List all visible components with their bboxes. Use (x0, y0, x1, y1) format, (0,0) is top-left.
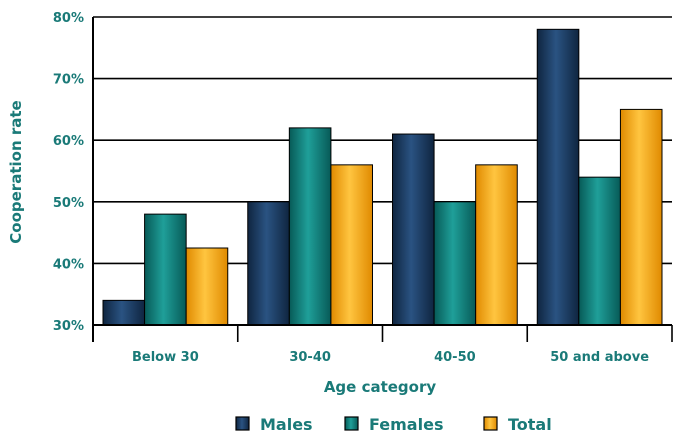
bar-males-3 (536, 28, 580, 326)
bar-total-0 (185, 247, 229, 326)
x-tick-label: 40-50 (434, 350, 476, 365)
bar-males-2 (392, 133, 435, 326)
bar-females-2 (433, 201, 477, 326)
bar-males-1 (247, 201, 290, 326)
legend-swatch-females (344, 416, 359, 431)
bar-females-0 (144, 213, 187, 326)
legend-label-total: Total (508, 415, 552, 434)
y-tick-label: 70% (53, 73, 84, 88)
bar-total-2 (475, 164, 518, 326)
legend-swatch-males (235, 416, 250, 431)
y-tick-label: 60% (53, 134, 84, 149)
x-tick-label: 50 and above (550, 350, 649, 365)
y-axis-title: Cooperation rate (7, 100, 25, 243)
x-tick-labels: Below 30 30-40 40-50 50 and above (132, 350, 649, 365)
legend: Males Females Total (235, 415, 552, 434)
x-tick-label: Below 30 (132, 350, 199, 365)
x-axis-title: Age category (324, 378, 437, 396)
bar-total-3 (619, 108, 663, 326)
bar-females-3 (578, 176, 621, 326)
axes (92, 17, 673, 342)
y-tick-label: 80% (53, 11, 84, 26)
bars (102, 28, 663, 326)
bar-total-1 (330, 164, 373, 326)
legend-swatch-total (483, 416, 498, 431)
y-tick-labels: 30% 40% 50% 60% 70% 80% (53, 11, 84, 334)
y-tick-label: 40% (53, 257, 84, 272)
bar-females-1 (288, 127, 332, 326)
bar-males-0 (102, 299, 146, 326)
legend-label-males: Males (260, 415, 313, 434)
legend-label-females: Females (369, 415, 443, 434)
y-tick-label: 30% (53, 319, 84, 334)
x-tick-label: 30-40 (289, 350, 331, 365)
y-tick-label: 50% (53, 196, 84, 211)
